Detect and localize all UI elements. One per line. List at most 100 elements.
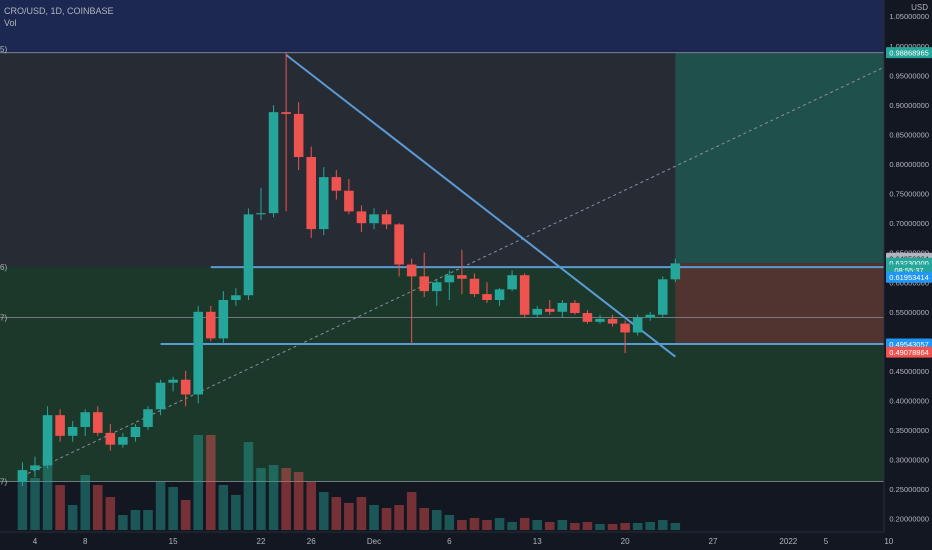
price-tick-label: 0.95000000	[889, 72, 929, 81]
volume-bar	[645, 522, 655, 530]
price-tag[interactable]	[886, 47, 932, 59]
price-tick-label: 0.80000000	[889, 160, 929, 169]
candle-body	[319, 177, 329, 230]
volume-bar	[130, 510, 141, 530]
price-tick-label: 1.05000000	[889, 12, 929, 21]
volume-bar	[457, 520, 467, 530]
candle-body	[30, 465, 40, 471]
time-tick-label: 2022	[779, 537, 797, 546]
candle-body	[268, 112, 279, 214]
candle-body	[293, 113, 304, 158]
volume-bar	[670, 523, 681, 530]
time-tick-label: 10	[884, 537, 893, 546]
volume-bar	[143, 510, 153, 530]
candle-body	[344, 190, 354, 212]
candle-body	[570, 302, 580, 313]
price-tick-label: 0.45000000	[889, 367, 929, 376]
price-tick-label: 0.30000000	[889, 455, 929, 464]
price-tick-label: 0.20000000	[889, 515, 929, 524]
price-tick-label: 0.25000000	[889, 485, 929, 494]
volume-bar	[632, 523, 643, 530]
candle-body	[80, 412, 90, 427]
volume-bar	[319, 492, 329, 530]
candle-body	[168, 379, 178, 383]
price-tag-label: 0.98868965	[889, 49, 929, 58]
price-tag-label: 0.49543057	[889, 340, 929, 349]
time-tick-label: 13	[533, 537, 542, 546]
zones-layer	[0, 0, 902, 482]
descending-trendline[interactable]	[285, 54, 676, 358]
volume-bar	[281, 468, 291, 530]
time-axis-background	[0, 532, 932, 550]
time-tick-label: 15	[169, 537, 178, 546]
candle-body	[482, 294, 492, 300]
volume-bar	[582, 522, 593, 530]
candle-body	[620, 323, 630, 333]
candle-body	[155, 382, 166, 410]
left-scale-label: 6)	[0, 263, 7, 272]
volume-bar	[369, 505, 379, 530]
volume-bar	[620, 523, 630, 530]
symbol-line: CRO/USD, 1D, COINBASE	[4, 6, 114, 16]
candle-body	[243, 214, 254, 296]
candle-body	[519, 275, 530, 315]
volume-bar	[557, 520, 568, 530]
candle-body	[231, 295, 241, 300]
price-tag[interactable]	[886, 346, 932, 358]
candle-body	[607, 318, 618, 324]
candle-body	[545, 308, 555, 312]
volume-bar	[55, 485, 65, 530]
volume-bar	[519, 518, 530, 530]
volume-bar	[67, 505, 78, 530]
candle-body	[532, 308, 542, 315]
price-tag[interactable]	[886, 271, 932, 283]
volume-bar	[243, 442, 254, 530]
volume-bar	[494, 518, 505, 530]
time-tick-label: 20	[621, 537, 630, 546]
volume-bar	[444, 515, 455, 530]
volume-bar	[482, 520, 492, 530]
volume-bar	[180, 500, 191, 530]
volume-bar	[406, 492, 417, 530]
time-tick-label: 22	[257, 537, 266, 546]
volume-bar	[381, 508, 392, 530]
candle-body	[557, 302, 568, 312]
grid-layer	[0, 52, 884, 483]
volume-bar	[306, 482, 316, 530]
candle-body	[469, 278, 480, 295]
price-tick-label: 0.35000000	[889, 426, 929, 435]
target-zone	[675, 52, 902, 264]
volume-bar	[93, 485, 103, 530]
volume-bar	[168, 487, 178, 530]
left-scale-label: 7)	[0, 313, 7, 322]
candle-body	[369, 214, 379, 224]
time-axis[interactable]: 4 8 15 22 26 Dec 6 13 20 27 2022 5 10	[0, 531, 932, 550]
volume-bar	[206, 435, 216, 530]
candle-body	[331, 177, 342, 191]
volume-bar	[293, 472, 304, 530]
candle-body	[582, 312, 593, 322]
volume-bar	[42, 455, 53, 530]
volume-bar	[105, 497, 116, 530]
volume-layer	[17, 435, 681, 530]
candle-body	[55, 415, 65, 436]
volume-bar	[356, 497, 367, 530]
volume-bar	[256, 468, 266, 530]
volume-bar	[532, 520, 542, 530]
price-tag-label: 0.49078864	[889, 348, 929, 357]
volume-bar	[595, 524, 605, 530]
candle-body	[180, 379, 191, 395]
candle-body	[444, 275, 455, 283]
price-tick-label: 0.70000000	[889, 219, 929, 228]
volume-bar	[231, 495, 241, 530]
volume-bar	[344, 503, 354, 530]
candle-body	[281, 112, 291, 114]
candle-body	[218, 299, 229, 339]
candle-body	[193, 311, 203, 395]
stop-zone	[675, 263, 902, 345]
candle-body	[105, 432, 116, 445]
candle-body	[595, 318, 605, 322]
time-tick-label: 26	[307, 537, 316, 546]
